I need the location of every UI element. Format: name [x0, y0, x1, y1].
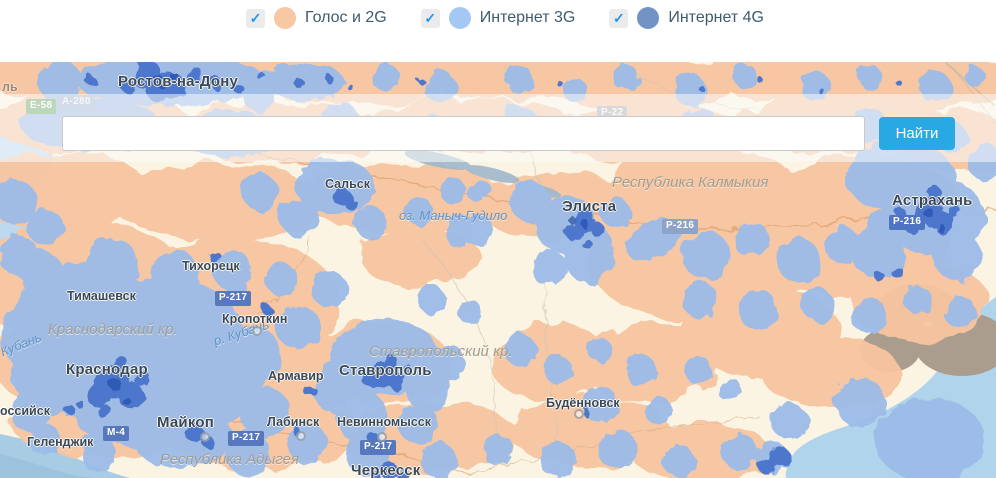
check-icon: ✓	[612, 10, 625, 26]
search-input[interactable]	[62, 116, 865, 151]
checkbox-4g[interactable]: ✓	[609, 8, 629, 28]
legend-item-3g[interactable]: ✓ Интернет 3G	[420, 7, 576, 29]
check-icon: ✓	[424, 10, 437, 26]
coverage-3g-swatch-icon	[448, 7, 471, 29]
legend-item-2g[interactable]: ✓ Голос и 2G	[246, 7, 387, 29]
coverage-4g-swatch-icon	[637, 7, 660, 29]
checkbox-3g[interactable]: ✓	[420, 8, 440, 28]
checkbox-2g[interactable]: ✓	[246, 8, 265, 28]
coverage-2g-swatch-icon	[274, 7, 296, 29]
coverage-legend: ✓ Голос и 2G ✓ Интернет 3G ✓ Интернет 4G	[246, 7, 764, 29]
legend-label-4g: Интернет 4G	[668, 9, 764, 26]
coverage-4g-dense-layer	[109, 73, 944, 404]
search-button[interactable]: Найти	[879, 117, 955, 150]
check-icon: ✓	[249, 10, 262, 26]
legend-label-3g: Интернет 3G	[479, 9, 576, 26]
legend-item-4g[interactable]: ✓ Интернет 4G	[609, 7, 764, 29]
legend-label-2g: Голос и 2G	[305, 9, 387, 26]
